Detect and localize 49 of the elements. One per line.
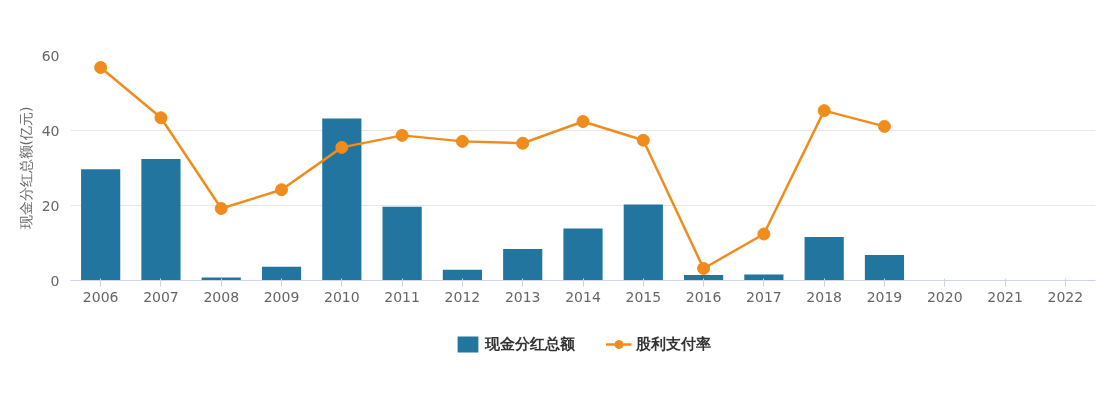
x-tick-label: 2022 [1047,288,1084,305]
x-tick-label: 2013 [504,288,541,305]
point [455,134,469,148]
bar [442,269,483,281]
x-tick-label: 2014 [565,288,601,305]
bar [141,159,181,281]
x-tick-label: 2019 [866,288,903,305]
y-tick-label: 0 [50,272,60,289]
point [395,128,409,142]
x-tick-label: 2007 [143,288,179,305]
x-tick-label: 2006 [82,288,119,305]
x-tick-label: 2020 [926,288,963,305]
bar [623,204,663,281]
y-tick-label: 20 [41,197,60,214]
y-tick-label: 60 [41,47,60,64]
point [275,183,289,197]
bar [563,228,603,281]
point [697,262,711,275]
bar [261,266,302,281]
x-tick-label: 2016 [685,288,722,305]
x-tick-label: 2011 [384,288,420,305]
x-tick-label: 2009 [263,288,300,305]
x-tick-label: 2015 [625,288,662,305]
bar [864,255,905,281]
bar [382,206,422,281]
y-axis-title: 现金分红总额(亿元) [17,106,34,230]
legend-label: 股利支付率 [636,334,711,354]
point [154,111,168,125]
x-tick-label: 2017 [746,288,782,305]
point [335,140,349,154]
legend-label: 现金分红总额 [485,334,575,354]
x-tick-label: 2008 [203,288,240,305]
bar [322,118,362,281]
x-tick-label: 2018 [806,288,842,305]
y-tick-label: 40 [41,122,60,139]
bar [81,169,121,281]
point [576,115,590,128]
bar [503,249,543,281]
point [636,133,650,147]
point [516,136,530,150]
point [817,104,831,118]
point [214,202,228,215]
x-tick-label: 2010 [324,288,360,305]
point [757,227,771,241]
x-tick-label: 2012 [444,288,481,305]
x-tick-label: 2021 [987,288,1023,305]
bar [804,237,844,281]
point [877,119,891,133]
point [94,61,108,74]
